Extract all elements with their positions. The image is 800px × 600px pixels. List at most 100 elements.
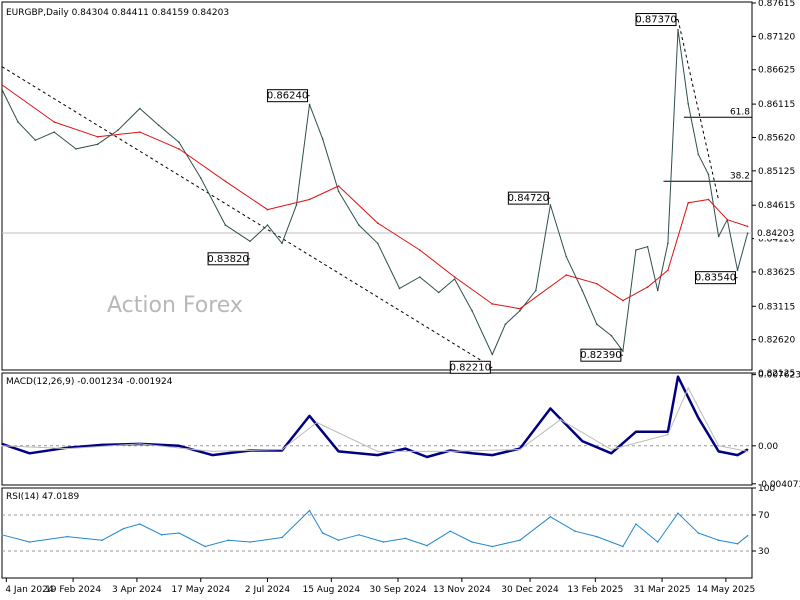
x-tick-label: 13 Nov 2024 <box>433 585 491 595</box>
price-point <box>75 148 77 150</box>
price-point <box>635 249 637 251</box>
macd-point <box>426 456 428 458</box>
rsi-point <box>321 532 324 534</box>
macd-point <box>211 454 214 456</box>
price-point <box>595 323 598 325</box>
price-panel: 61.8 38.2 0.86240 0.83820 0.84720 0.82210 0.82… <box>1 13 752 374</box>
price-point <box>321 138 324 140</box>
annotation-box <box>207 252 249 266</box>
rsi-point <box>426 544 428 547</box>
rsi-point <box>449 530 452 532</box>
macd-point <box>491 454 494 456</box>
current-price-label: 0.84203 <box>757 229 794 239</box>
rsi-point <box>574 530 576 532</box>
rsi-point <box>595 535 598 538</box>
rsi-point <box>101 539 103 541</box>
rsi-point <box>404 537 407 540</box>
price-point <box>337 185 340 187</box>
price-point <box>491 303 494 305</box>
macd-point <box>337 450 340 453</box>
rsi-point <box>281 536 283 539</box>
macd-series-0 <box>1 375 749 459</box>
macd-point <box>211 450 214 453</box>
price-point <box>519 309 521 312</box>
macd-point <box>519 448 521 451</box>
macd-frame <box>1 372 753 486</box>
rsi-point <box>519 539 521 541</box>
price-point <box>595 282 598 285</box>
price-point <box>667 269 669 272</box>
price-point <box>157 124 160 127</box>
price-point <box>1 88 3 91</box>
macd-point <box>687 387 689 389</box>
x-tick-label: 3 Apr 2024 <box>112 585 162 595</box>
macd-point <box>635 431 637 433</box>
price-point <box>266 224 269 226</box>
price-point <box>437 291 440 294</box>
price-ytick-label: 0.82620 <box>758 336 795 346</box>
macd-point <box>1 443 3 445</box>
annotation-label: 0.82390 <box>580 350 621 361</box>
x-tick-label: 30 Sep 2024 <box>370 585 427 595</box>
price-title: EURGBP,Daily 0.84304 0.84411 0.84159 0.8… <box>6 8 229 18</box>
rsi-ytick-label: 100 <box>758 484 775 494</box>
price-point <box>504 323 507 325</box>
macd-panel <box>1 375 752 459</box>
rsi-point <box>28 541 31 543</box>
annotation-label: 0.83540 <box>695 273 736 284</box>
rsi-point <box>139 523 141 525</box>
rsi-point <box>491 545 494 548</box>
rsi-point <box>471 541 473 543</box>
macd-point <box>667 431 669 433</box>
macd-point <box>736 454 739 456</box>
price-point <box>687 202 689 204</box>
price-point <box>677 28 679 31</box>
price-point <box>224 224 227 226</box>
price-point <box>453 276 456 278</box>
macd-point <box>610 448 613 451</box>
price-point <box>565 255 568 258</box>
macd-point <box>559 418 562 421</box>
price-point <box>376 242 379 245</box>
rsi-ytick-label: 70 <box>758 511 770 521</box>
macd-point <box>717 450 720 453</box>
price-point <box>281 242 283 245</box>
annotation-label: 0.83820 <box>207 254 248 265</box>
annotation-box <box>635 13 677 27</box>
x-tick-label: 13 Feb 2025 <box>567 585 623 595</box>
fib-level-label: 38.2 <box>730 171 750 181</box>
x-tick-label: 14 May 2025 <box>697 585 756 595</box>
macd-point <box>1 445 3 447</box>
price-point <box>308 198 311 201</box>
current-price-box <box>754 226 798 239</box>
price-point <box>656 289 659 292</box>
rsi-point <box>249 541 251 543</box>
annotation-box <box>267 89 309 103</box>
macd-point <box>549 407 552 410</box>
rsi-point <box>358 534 360 536</box>
price-point <box>687 102 689 105</box>
annotation-label: 0.84720 <box>508 193 549 204</box>
axes: 0.87615 0.87120 0.86625 0.86115 0.85620 0.851… <box>5 0 800 595</box>
price-ytick-label: 0.82125 <box>758 369 795 379</box>
price-ytick-label: 0.87120 <box>758 32 795 42</box>
rsi-point <box>717 539 720 541</box>
price-point <box>34 139 37 141</box>
macd-ytick-label: 0.00 <box>758 442 778 452</box>
price-ytick-label: 0.86625 <box>758 66 795 76</box>
macd-point <box>667 433 669 436</box>
x-tick-label: 4 Jan 2024 <box>5 585 53 595</box>
macd-point <box>404 447 407 450</box>
macd-point <box>281 448 283 451</box>
macd-point <box>746 448 749 451</box>
trendline <box>1 66 489 366</box>
price-point <box>707 173 710 176</box>
price-ytick-label: 0.87615 <box>758 0 795 9</box>
annotation-box <box>449 360 491 374</box>
annotation-label: 0.82210 <box>450 362 491 373</box>
price-point <box>358 224 360 226</box>
price-point <box>295 204 298 206</box>
macd-point <box>101 444 103 446</box>
price-series-0 <box>1 29 749 355</box>
macd-point <box>697 417 700 419</box>
